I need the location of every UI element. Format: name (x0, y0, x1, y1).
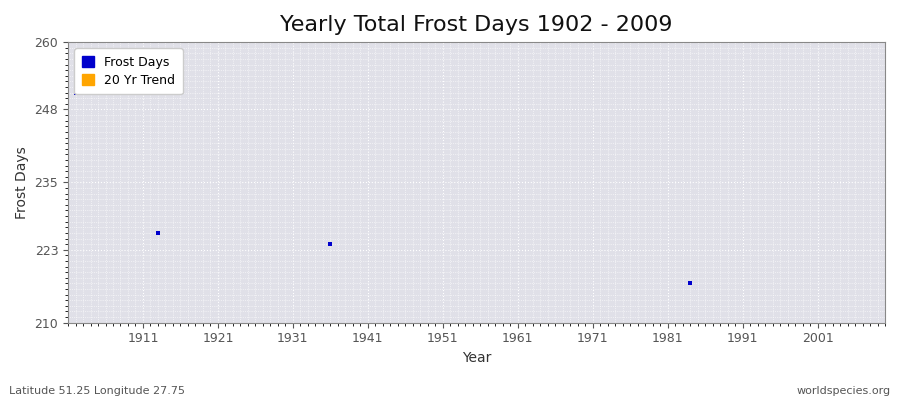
Text: Latitude 51.25 Longitude 27.75: Latitude 51.25 Longitude 27.75 (9, 386, 185, 396)
Legend: Frost Days, 20 Yr Trend: Frost Days, 20 Yr Trend (75, 48, 183, 94)
Y-axis label: Frost Days: Frost Days (15, 146, 29, 219)
Text: worldspecies.org: worldspecies.org (796, 386, 891, 396)
Title: Yearly Total Frost Days 1902 - 2009: Yearly Total Frost Days 1902 - 2009 (280, 15, 673, 35)
X-axis label: Year: Year (462, 351, 491, 365)
